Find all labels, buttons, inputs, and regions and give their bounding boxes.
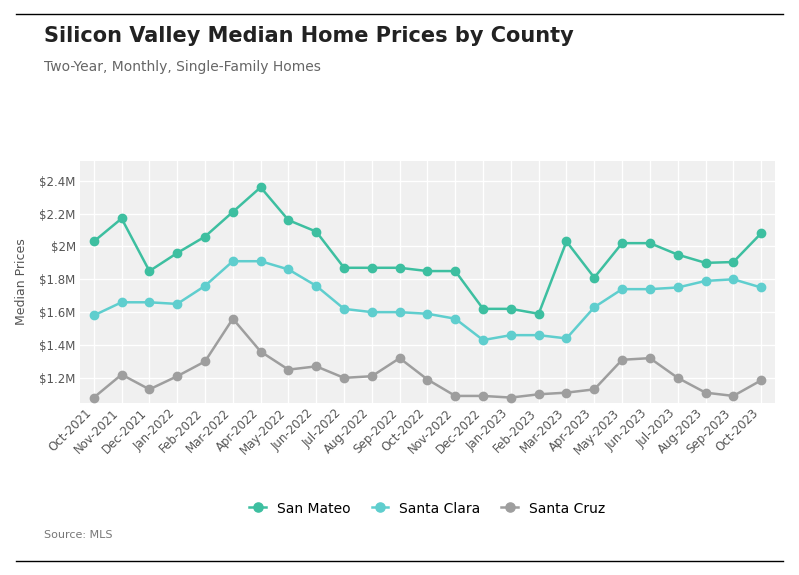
San Mateo: [89, 238, 98, 245]
Santa Clara: [729, 276, 738, 283]
Santa Clara: [145, 299, 154, 306]
Santa Cruz: [395, 355, 404, 362]
Santa Cruz: [645, 355, 654, 362]
Santa Cruz: [340, 374, 349, 381]
San Mateo: [451, 267, 460, 274]
San Mateo: [618, 240, 627, 247]
San Mateo: [534, 310, 543, 317]
San Mateo: [284, 217, 293, 224]
Santa Clara: [201, 282, 210, 289]
San Mateo: [673, 251, 682, 258]
Santa Clara: [506, 332, 515, 339]
San Mateo: [312, 228, 321, 235]
Y-axis label: Median Prices: Median Prices: [15, 239, 28, 325]
San Mateo: [367, 264, 376, 271]
San Mateo: [701, 259, 710, 266]
Santa Cruz: [673, 374, 682, 381]
Santa Cruz: [228, 315, 237, 322]
San Mateo: [729, 259, 738, 266]
Santa Clara: [562, 335, 571, 342]
San Mateo: [506, 305, 515, 312]
San Mateo: [562, 238, 571, 245]
Santa Cruz: [145, 386, 154, 393]
Santa Clara: [618, 286, 627, 293]
Santa Clara: [117, 299, 126, 306]
Santa Cruz: [618, 356, 627, 363]
Santa Clara: [256, 258, 265, 264]
Santa Cruz: [367, 373, 376, 380]
Santa Cruz: [256, 348, 265, 355]
Santa Clara: [590, 304, 599, 310]
Santa Cruz: [451, 393, 460, 400]
Santa Clara: [395, 309, 404, 316]
San Mateo: [645, 240, 654, 247]
San Mateo: [228, 209, 237, 216]
Santa Clara: [479, 336, 488, 343]
Santa Cruz: [423, 376, 432, 383]
Santa Clara: [340, 305, 349, 312]
Line: San Mateo: San Mateo: [89, 183, 765, 318]
Santa Clara: [312, 282, 321, 289]
San Mateo: [340, 264, 349, 271]
Santa Cruz: [312, 363, 321, 370]
San Mateo: [395, 264, 404, 271]
Line: Santa Cruz: Santa Cruz: [89, 315, 765, 402]
Line: Santa Clara: Santa Clara: [89, 257, 765, 344]
Santa Clara: [645, 286, 654, 293]
Santa Cruz: [757, 377, 766, 384]
Santa Clara: [284, 266, 293, 273]
Santa Clara: [451, 315, 460, 322]
Text: Silicon Valley Median Home Prices by County: Silicon Valley Median Home Prices by Cou…: [44, 26, 574, 46]
Santa Cruz: [201, 358, 210, 365]
Santa Cruz: [284, 366, 293, 373]
San Mateo: [173, 250, 182, 256]
Santa Cruz: [729, 393, 738, 400]
Santa Clara: [673, 284, 682, 291]
San Mateo: [117, 215, 126, 222]
San Mateo: [757, 230, 766, 237]
Santa Clara: [173, 301, 182, 308]
San Mateo: [479, 305, 488, 312]
Santa Clara: [701, 278, 710, 285]
Santa Cruz: [173, 373, 182, 380]
Santa Cruz: [562, 389, 571, 396]
San Mateo: [423, 267, 432, 274]
Santa Clara: [367, 309, 376, 316]
Santa Cruz: [590, 386, 599, 393]
Santa Cruz: [117, 371, 126, 378]
Legend: San Mateo, Santa Clara, Santa Cruz: San Mateo, Santa Clara, Santa Cruz: [244, 496, 611, 521]
Santa Cruz: [701, 389, 710, 396]
Santa Cruz: [506, 394, 515, 401]
Santa Clara: [534, 332, 543, 339]
Santa Clara: [228, 258, 237, 264]
Santa Cruz: [89, 394, 98, 401]
San Mateo: [145, 267, 154, 274]
San Mateo: [256, 184, 265, 191]
Santa Cruz: [479, 393, 488, 400]
Santa Clara: [757, 284, 766, 291]
San Mateo: [201, 233, 210, 240]
San Mateo: [590, 274, 599, 281]
Santa Clara: [89, 312, 98, 319]
Text: Source: MLS: Source: MLS: [44, 531, 113, 540]
Text: Two-Year, Monthly, Single-Family Homes: Two-Year, Monthly, Single-Family Homes: [44, 60, 321, 74]
Santa Cruz: [534, 391, 543, 398]
Santa Clara: [423, 310, 432, 317]
